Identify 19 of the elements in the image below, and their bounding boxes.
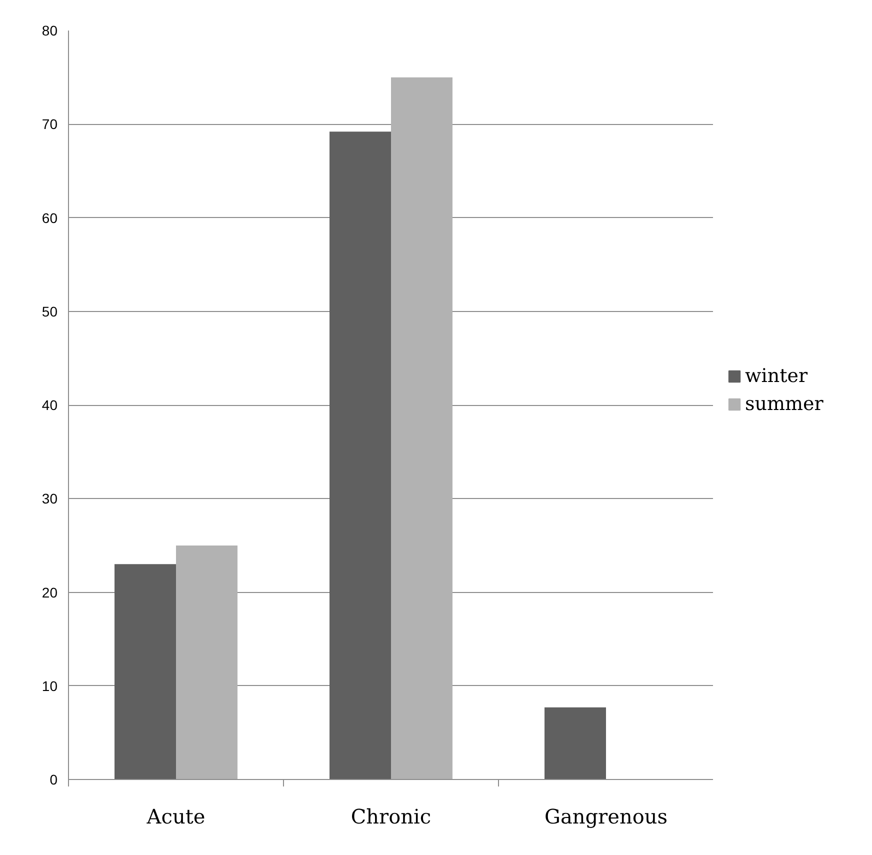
y-tick-label: 30 <box>42 490 58 507</box>
bar <box>330 132 391 780</box>
y-tick-label: 20 <box>42 584 58 600</box>
x-tick-label: Acute <box>146 804 206 828</box>
x-tick-label: Chronic <box>350 804 432 828</box>
bar <box>176 545 238 780</box>
y-tick-label: 70 <box>42 116 58 132</box>
y-tick-label: 10 <box>42 678 58 694</box>
bar <box>114 564 176 780</box>
y-tick-label: 80 <box>42 22 58 38</box>
legend-label: winter <box>745 364 808 386</box>
x-tick-label: Gangrenous <box>544 804 668 828</box>
bar <box>391 77 452 780</box>
legend-label: summer <box>745 392 824 414</box>
y-tick-label: 0 <box>50 772 58 788</box>
y-tick-label: 40 <box>42 397 58 413</box>
y-tick-label: 50 <box>42 303 58 320</box>
y-tick-label: 60 <box>42 210 58 226</box>
bar <box>544 707 606 780</box>
